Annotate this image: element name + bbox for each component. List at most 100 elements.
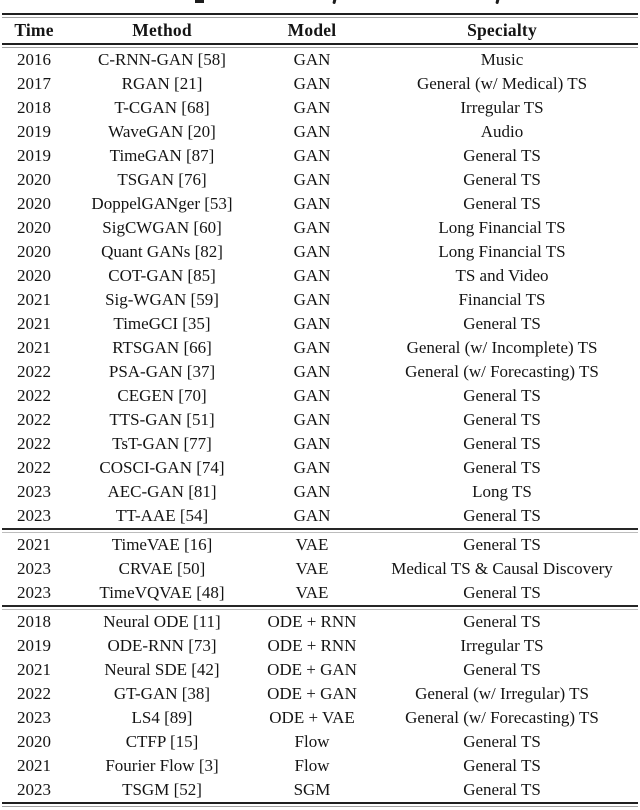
caption-comma-fragment bbox=[495, 0, 500, 5]
cell-method: RGAN [21] bbox=[121, 74, 203, 93]
cell-time: 2016 bbox=[17, 50, 51, 69]
cell-time: 2019 bbox=[17, 636, 51, 655]
table-row: 2022 TsT-GAN [77] GAN General TS bbox=[2, 432, 638, 456]
cell-time: 2021 bbox=[17, 290, 51, 309]
cell-time: 2017 bbox=[17, 74, 51, 93]
cell-specialty: General TS bbox=[463, 583, 541, 602]
cell-model: GAN bbox=[293, 50, 331, 69]
cell-method: TSGAN [76] bbox=[117, 170, 207, 189]
table-row: 2019 TimeGAN [87] GAN General TS bbox=[2, 144, 638, 168]
table-row: 2019 ODE-RNN [73] ODE + RNN Irregular TS bbox=[2, 634, 638, 658]
cell-model: VAE bbox=[295, 583, 329, 602]
cell-model: ODE + RNN bbox=[267, 612, 357, 631]
cell-specialty: General (w/ Incomplete) TS bbox=[406, 338, 598, 357]
cell-method: T-CGAN [68] bbox=[114, 98, 210, 117]
cell-time: 2019 bbox=[17, 122, 51, 141]
table-row: 2018 T-CGAN [68] GAN Irregular TS bbox=[2, 96, 638, 120]
cell-method: CRVAE [50] bbox=[118, 559, 206, 578]
cell-method: COT-GAN [85] bbox=[108, 266, 216, 285]
cell-method: TimeVAE [16] bbox=[111, 535, 213, 554]
cell-model: GAN bbox=[293, 362, 331, 381]
cell-model: GAN bbox=[293, 218, 331, 237]
cell-model: GAN bbox=[293, 146, 331, 165]
cell-method: ODE-RNN [73] bbox=[107, 636, 217, 655]
cell-model: Flow bbox=[294, 732, 330, 751]
cell-model: GAN bbox=[293, 290, 331, 309]
cell-time: 2022 bbox=[17, 458, 51, 477]
table-row: 2021 Neural SDE [42] ODE + GAN General TS bbox=[2, 658, 638, 682]
cell-time: 2020 bbox=[17, 242, 51, 261]
cell-method: CTFP [15] bbox=[125, 732, 199, 751]
cell-time: 2020 bbox=[17, 732, 51, 751]
cell-model: ODE + VAE bbox=[269, 708, 355, 727]
table-row: 2021 Fourier Flow [3] Flow General TS bbox=[2, 754, 638, 778]
cell-specialty: Medical TS & Causal Discovery bbox=[391, 559, 613, 578]
cell-time: 2018 bbox=[17, 98, 51, 117]
cell-model: GAN bbox=[293, 194, 331, 213]
cell-method: TimeVQVAE [48] bbox=[99, 583, 225, 602]
cell-model: GAN bbox=[293, 410, 331, 429]
cell-specialty: General TS bbox=[463, 170, 541, 189]
ts-generation-survey-table: Time Method Model Specialty 2016 C-RNN-GAN [5… bbox=[2, 13, 638, 807]
cell-time: 2018 bbox=[17, 612, 51, 631]
cell-method: Neural ODE [11] bbox=[103, 612, 221, 631]
table-row: 2021 TimeVAE [16] VAE General TS bbox=[2, 533, 638, 557]
cell-model: GAN bbox=[293, 458, 331, 477]
cell-model: Flow bbox=[294, 756, 330, 775]
cell-method: SigCWGAN [60] bbox=[102, 218, 222, 237]
cell-method: C-RNN-GAN [58] bbox=[98, 50, 226, 69]
cell-specialty: General TS bbox=[463, 194, 541, 213]
cell-time: 2022 bbox=[17, 684, 51, 703]
header-bottom-rule bbox=[2, 43, 638, 48]
cell-method: AEC-GAN [81] bbox=[107, 482, 217, 501]
table-row: 2023 CRVAE [50] VAE Medical TS & Causal Dis… bbox=[2, 557, 638, 581]
table-row: 2020 SigCWGAN [60] GAN Long Financial TS bbox=[2, 216, 638, 240]
cell-method: LS4 [89] bbox=[131, 708, 193, 727]
cell-model: ODE + GAN bbox=[267, 684, 357, 703]
cell-method: RTSGAN [66] bbox=[112, 338, 212, 357]
table-row: 2021 TimeGCI [35] GAN General TS bbox=[2, 312, 638, 336]
cell-specialty: General (w/ Forecasting) TS bbox=[405, 362, 599, 381]
cell-time: 2019 bbox=[17, 146, 51, 165]
column-header-time: Time bbox=[14, 20, 54, 40]
cell-time: 2022 bbox=[17, 410, 51, 429]
cell-specialty: Long Financial TS bbox=[438, 242, 566, 261]
table-row: 2022 CEGEN [70] GAN General TS bbox=[2, 384, 638, 408]
cell-time: 2022 bbox=[17, 434, 51, 453]
cell-model: GAN bbox=[293, 170, 331, 189]
table-row: 2020 TSGAN [76] GAN General TS bbox=[2, 168, 638, 192]
cell-time: 2021 bbox=[17, 660, 51, 679]
table-row: 2018 Neural ODE [11] ODE + RNN General TS bbox=[2, 610, 638, 634]
cell-specialty: General TS bbox=[463, 756, 541, 775]
cell-model: ODE + RNN bbox=[267, 636, 357, 655]
table-row: 2022 PSA-GAN [37] GAN General (w/ Forecasti… bbox=[2, 360, 638, 384]
table-row: 2019 WaveGAN [20] GAN Audio bbox=[2, 120, 638, 144]
cell-specialty: Irregular TS bbox=[460, 636, 544, 655]
table-header-row: Time Method Model Specialty bbox=[2, 18, 638, 43]
table-row: 2023 TSGM [52] SGM General TS bbox=[2, 778, 638, 802]
cell-model: VAE bbox=[295, 535, 329, 554]
table-row: 2020 COT-GAN [85] GAN TS and Video bbox=[2, 264, 638, 288]
table-row: 2021 Sig-WGAN [59] GAN Financial TS bbox=[2, 288, 638, 312]
cell-specialty: TS and Video bbox=[455, 266, 549, 285]
cropped-caption-fragments bbox=[0, 0, 640, 10]
cell-time: 2020 bbox=[17, 218, 51, 237]
cell-method: PSA-GAN [37] bbox=[108, 362, 216, 381]
cell-model: GAN bbox=[293, 242, 331, 261]
cell-method: Fourier Flow [3] bbox=[105, 756, 219, 775]
cell-method: TsT-GAN [77] bbox=[112, 434, 212, 453]
cell-specialty: General TS bbox=[463, 410, 541, 429]
cell-time: 2022 bbox=[17, 362, 51, 381]
table-row: 2017 RGAN [21] GAN General (w/ Medical) TS bbox=[2, 72, 638, 96]
cell-method: TTS-GAN [51] bbox=[109, 410, 215, 429]
table-row: 2020 CTFP [15] Flow General TS bbox=[2, 730, 638, 754]
cell-time: 2023 bbox=[17, 780, 51, 799]
table-row: 2021 RTSGAN [66] GAN General (w/ Incomplete… bbox=[2, 336, 638, 360]
cell-specialty: General TS bbox=[463, 146, 541, 165]
cell-model: GAN bbox=[293, 506, 331, 525]
table-row: 2022 COSCI-GAN [74] GAN General TS bbox=[2, 456, 638, 480]
table-row: 2022 GT-GAN [38] ODE + GAN General (w/ Irre… bbox=[2, 682, 638, 706]
cell-specialty: General TS bbox=[463, 612, 541, 631]
cell-model: GAN bbox=[293, 434, 331, 453]
cell-method: TSGM [52] bbox=[122, 780, 202, 799]
